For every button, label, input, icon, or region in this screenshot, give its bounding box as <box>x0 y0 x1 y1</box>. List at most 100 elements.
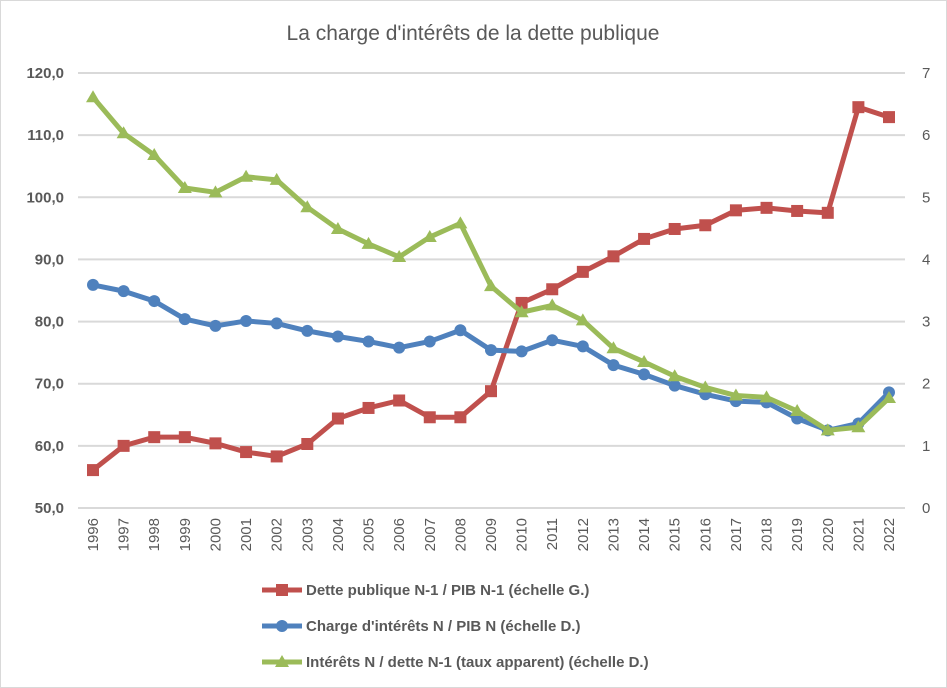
data-point[interactable] <box>331 412 344 425</box>
x-tick-label: 2005 <box>361 518 378 551</box>
left-tick-label: 90,0 <box>35 251 64 268</box>
data-point[interactable] <box>699 219 712 232</box>
data-point[interactable] <box>667 369 682 382</box>
data-point[interactable] <box>607 250 620 263</box>
data-point[interactable] <box>270 317 283 330</box>
data-point[interactable] <box>729 204 742 217</box>
data-point[interactable] <box>883 111 895 124</box>
series-group <box>86 90 896 477</box>
data-point[interactable] <box>546 283 559 296</box>
data-point[interactable] <box>209 437 222 450</box>
data-point[interactable] <box>117 439 130 452</box>
data-point[interactable] <box>148 295 161 308</box>
x-tick-label: 2006 <box>391 518 408 551</box>
legend-item-charge[interactable]: Charge d'intérêts N / PIB N (échelle D.) <box>260 608 649 644</box>
x-tick-label: 2014 <box>636 518 653 551</box>
data-point[interactable] <box>638 368 651 381</box>
legend: Dette publique N-1 / PIB N-1 (échelle G.… <box>260 572 649 680</box>
data-point[interactable] <box>851 420 866 433</box>
data-point[interactable] <box>209 319 222 332</box>
data-point[interactable] <box>546 334 559 347</box>
data-point[interactable] <box>728 388 743 401</box>
data-point[interactable] <box>178 313 191 326</box>
data-point[interactable] <box>117 285 130 298</box>
data-point[interactable] <box>331 330 344 343</box>
data-point[interactable] <box>575 313 590 326</box>
data-point[interactable] <box>514 305 529 318</box>
data-point[interactable] <box>392 249 407 262</box>
data-point[interactable] <box>484 279 498 292</box>
data-point[interactable] <box>698 380 713 393</box>
left-tick-label: 100,0 <box>26 189 64 206</box>
data-point[interactable] <box>240 446 253 459</box>
data-point[interactable] <box>300 200 315 213</box>
data-point[interactable] <box>638 232 651 245</box>
data-point[interactable] <box>668 379 681 392</box>
data-point[interactable] <box>423 411 436 424</box>
data-point[interactable] <box>791 204 804 217</box>
data-point[interactable] <box>208 185 223 198</box>
data-point[interactable] <box>393 394 406 407</box>
left-tick-label: 60,0 <box>35 438 64 455</box>
data-point[interactable] <box>453 216 468 229</box>
data-point[interactable] <box>759 390 774 403</box>
data-point[interactable] <box>485 385 497 398</box>
data-point[interactable] <box>330 221 345 234</box>
data-point[interactable] <box>393 341 406 354</box>
data-point[interactable] <box>116 126 131 139</box>
data-point[interactable] <box>790 404 805 417</box>
x-tick-label: 2002 <box>269 518 286 551</box>
data-point[interactable] <box>454 324 467 337</box>
data-point[interactable] <box>545 298 560 311</box>
data-point[interactable] <box>86 90 100 103</box>
data-point[interactable] <box>362 335 375 348</box>
data-point[interactable] <box>423 335 436 348</box>
x-tick-label: 2016 <box>697 518 714 551</box>
data-point[interactable] <box>485 344 497 357</box>
x-tick-label: 2015 <box>667 518 684 551</box>
data-point[interactable] <box>177 180 192 193</box>
series-line <box>91 95 891 433</box>
data-point[interactable] <box>361 236 376 249</box>
right-tick-label: 2 <box>922 376 930 393</box>
data-point[interactable] <box>821 206 834 219</box>
x-tick-label: 2009 <box>483 518 500 551</box>
data-point[interactable] <box>606 341 621 354</box>
legend-item-dette[interactable]: Dette publique N-1 / PIB N-1 (échelle G.… <box>260 572 649 608</box>
data-point[interactable] <box>178 431 191 444</box>
series-3 <box>86 90 896 436</box>
data-point[interactable] <box>637 354 652 367</box>
data-point[interactable] <box>148 431 161 444</box>
legend-label: Charge d'intérêts N / PIB N (échelle D.) <box>306 617 581 635</box>
data-point[interactable] <box>270 450 283 463</box>
right-tick-label: 7 <box>922 65 930 82</box>
data-point[interactable] <box>301 324 314 337</box>
right-tick-label: 5 <box>922 189 930 206</box>
legend-marker-triangle-icon <box>262 655 302 667</box>
data-point[interactable] <box>301 437 314 450</box>
data-point[interactable] <box>422 230 437 243</box>
data-point[interactable] <box>607 359 620 372</box>
series-line <box>92 282 891 433</box>
data-point[interactable] <box>362 401 375 414</box>
data-point[interactable] <box>239 169 254 182</box>
data-point[interactable] <box>240 314 253 327</box>
data-point[interactable] <box>454 411 467 424</box>
data-point[interactable] <box>87 278 99 291</box>
x-tick-label: 1996 <box>85 518 102 551</box>
data-point[interactable] <box>515 296 528 309</box>
data-point[interactable] <box>882 391 896 404</box>
chart-title: La charge d'intérêts de la dette publiqu… <box>287 22 660 45</box>
data-point[interactable] <box>760 201 773 214</box>
data-point[interactable] <box>820 423 835 436</box>
data-point[interactable] <box>147 148 162 161</box>
x-tick-label: 2020 <box>820 518 837 551</box>
data-point[interactable] <box>576 265 589 278</box>
legend-item-taux[interactable]: Intérêts N / dette N-1 (taux apparent) (… <box>260 644 649 680</box>
data-point[interactable] <box>576 340 589 353</box>
data-point[interactable] <box>269 172 284 185</box>
data-point[interactable] <box>852 101 865 114</box>
data-point[interactable] <box>87 464 99 477</box>
data-point[interactable] <box>515 345 528 358</box>
data-point[interactable] <box>668 222 681 235</box>
